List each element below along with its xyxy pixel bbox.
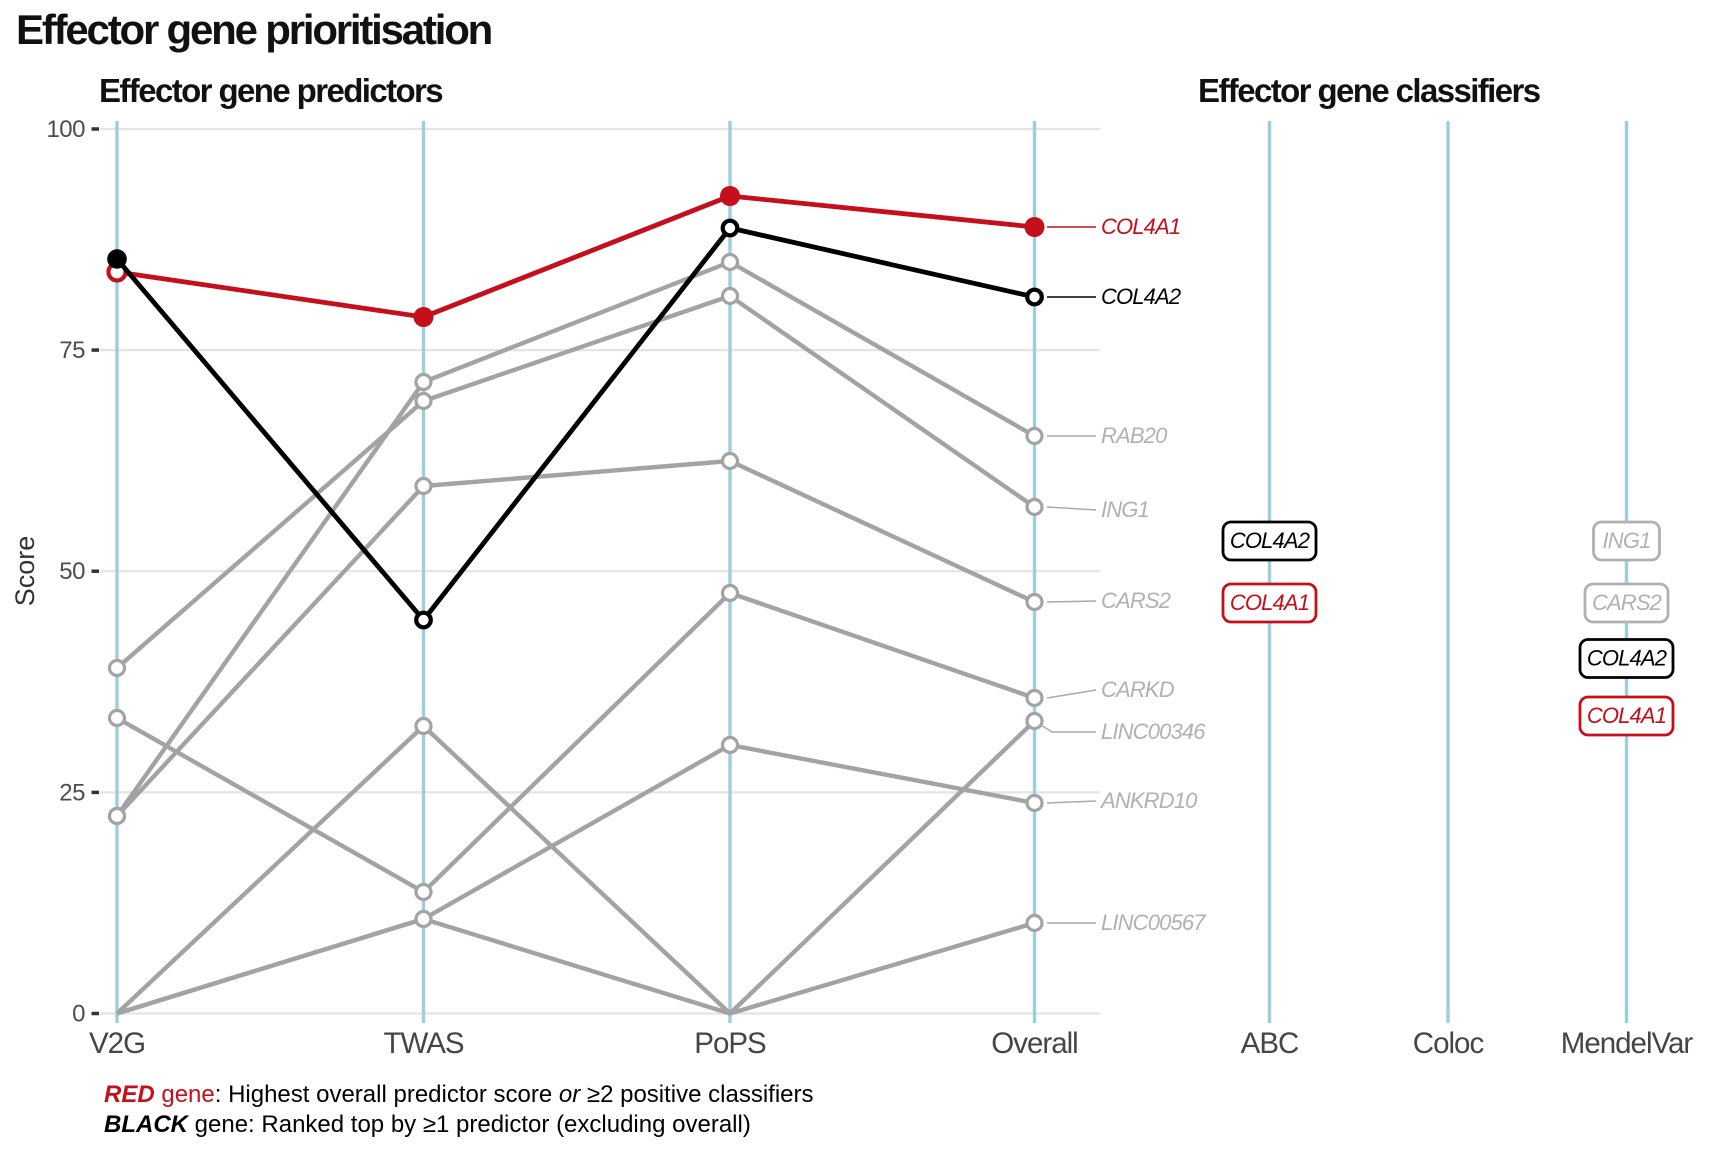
svg-text:V2G: V2G (89, 1027, 145, 1060)
svg-text:Score: Score (10, 536, 40, 607)
svg-text:TWAS: TWAS (383, 1027, 463, 1060)
svg-text:0: 0 (72, 1001, 85, 1028)
svg-text:ABC: ABC (1241, 1027, 1299, 1060)
svg-text:RAB20: RAB20 (1101, 423, 1168, 448)
svg-text:100: 100 (46, 116, 85, 143)
svg-text:50: 50 (59, 558, 85, 585)
svg-text:Effector gene predictors: Effector gene predictors (99, 72, 442, 109)
svg-text:COL4A1: COL4A1 (1587, 703, 1666, 728)
svg-text:LINC00346: LINC00346 (1101, 719, 1206, 744)
svg-text:CARS2: CARS2 (1592, 590, 1662, 615)
svg-text:CARKD: CARKD (1101, 677, 1175, 702)
svg-text:CARS2: CARS2 (1101, 588, 1171, 613)
svg-text:75: 75 (59, 337, 85, 364)
svg-text:COL4A2: COL4A2 (1587, 646, 1667, 671)
svg-text:COL4A2: COL4A2 (1230, 528, 1310, 553)
svg-text:ING1: ING1 (1101, 497, 1149, 522)
svg-text:Effector gene prioritisation: Effector gene prioritisation (16, 6, 492, 53)
svg-text:PoPS: PoPS (694, 1027, 766, 1060)
svg-text:Effector gene classifiers: Effector gene classifiers (1198, 72, 1540, 109)
svg-text:MendelVar: MendelVar (1561, 1027, 1694, 1060)
svg-text:COL4A2: COL4A2 (1101, 284, 1181, 309)
svg-text:BLACK gene: Ranked top by ≥1 p: BLACK gene: Ranked top by ≥1 predictor (… (104, 1111, 751, 1138)
svg-text:RED gene: Highest overall pred: RED gene: Highest overall predictor scor… (104, 1081, 813, 1108)
svg-text:COL4A1: COL4A1 (1101, 214, 1180, 239)
svg-text:ING1: ING1 (1603, 528, 1651, 553)
svg-text:ANKRD10: ANKRD10 (1099, 788, 1198, 813)
svg-text:Overall: Overall (991, 1027, 1077, 1060)
svg-text:25: 25 (59, 779, 85, 806)
svg-text:COL4A1: COL4A1 (1230, 590, 1309, 615)
svg-text:Coloc: Coloc (1413, 1027, 1484, 1060)
svg-text:LINC00567: LINC00567 (1101, 910, 1206, 935)
